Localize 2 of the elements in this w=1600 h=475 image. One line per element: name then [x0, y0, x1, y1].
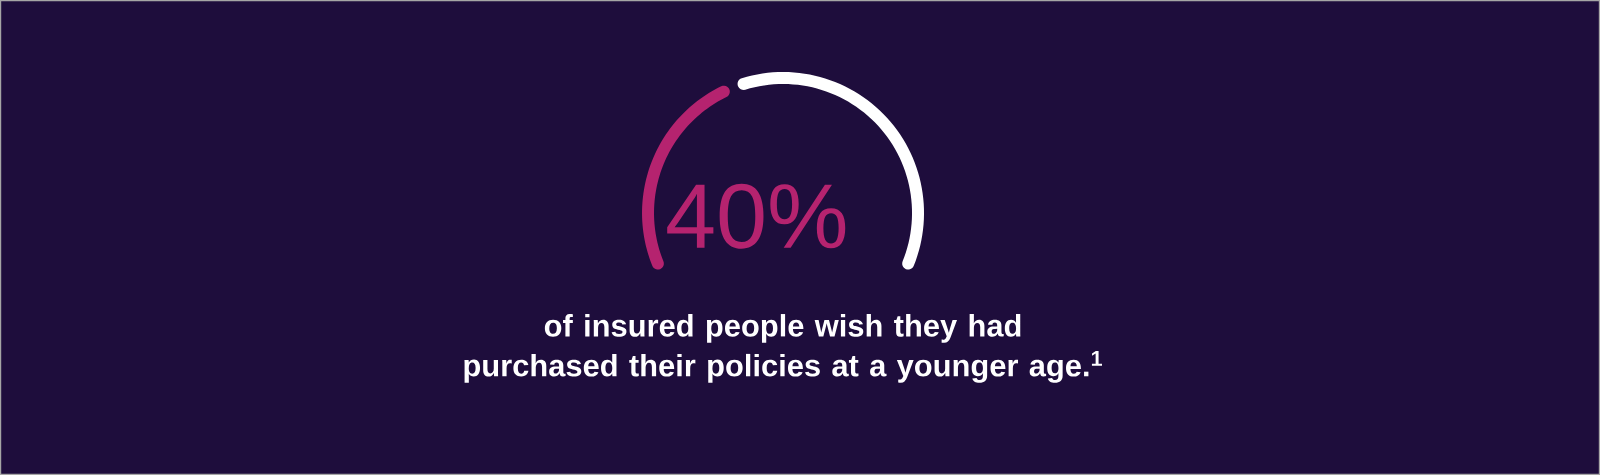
text: of insured people wish they had purchased their policies at a younger age.$^{1}$: [464, 314, 1103, 383]
data-label: 40%: [667, 183, 846, 249]
